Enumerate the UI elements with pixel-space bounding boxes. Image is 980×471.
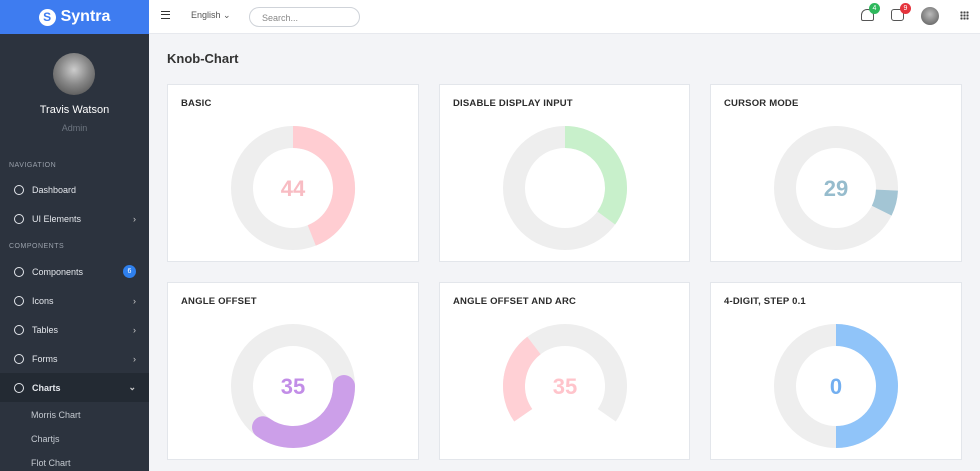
knob-arc bbox=[835, 324, 898, 448]
search-placeholder: Search... bbox=[262, 13, 299, 23]
profile-avatar[interactable] bbox=[921, 7, 939, 25]
nav-label: Icons bbox=[32, 295, 54, 306]
user-avatar[interactable] bbox=[53, 53, 95, 95]
messages-badge: 9 bbox=[900, 3, 911, 14]
nav-badge: 6 bbox=[123, 265, 136, 278]
knob-value: 0 bbox=[830, 374, 842, 399]
nav-label: Components bbox=[32, 266, 84, 277]
knob-card: ANGLE OFFSET 35 bbox=[167, 282, 419, 460]
messages-icon[interactable] bbox=[891, 9, 904, 21]
knob-track bbox=[774, 126, 898, 250]
knob-value: 35 bbox=[552, 374, 576, 399]
knob-value: 44 bbox=[281, 176, 306, 201]
notifications-badge: 4 bbox=[869, 3, 880, 14]
nav-item[interactable]: Forms › bbox=[0, 344, 149, 373]
knob-card: BASIC 44 bbox=[167, 84, 419, 262]
nav-item[interactable]: UI Elements › bbox=[0, 204, 149, 233]
knob-arc bbox=[871, 189, 898, 216]
knob-arc bbox=[563, 126, 627, 225]
knob-title: DISABLE DISPLAY INPUT bbox=[453, 98, 573, 109]
apps-icon[interactable] bbox=[960, 11, 969, 20]
nav-item[interactable]: Components 6 bbox=[0, 257, 149, 286]
language: English bbox=[191, 10, 221, 20]
nav-label: Tables bbox=[32, 324, 59, 335]
nav-label: Dashboard bbox=[32, 184, 77, 195]
knob-arc bbox=[292, 126, 355, 246]
notifications-icon[interactable] bbox=[861, 9, 874, 21]
submenu-item[interactable]: Flot Chart bbox=[31, 458, 71, 468]
knob: 35 bbox=[502, 324, 627, 422]
sidebar: S Syntra Travis Watson Admin NAVIGATION D… bbox=[0, 0, 149, 471]
knob-arc bbox=[502, 336, 541, 422]
knob: 29 bbox=[774, 126, 898, 250]
knob-title: CURSOR MODE bbox=[724, 98, 799, 109]
knob-card: CURSOR MODE 29 bbox=[710, 84, 962, 262]
logo[interactable]: S Syntra bbox=[0, 0, 149, 34]
knob: 0 bbox=[774, 324, 898, 448]
section-title: NAVIGATION bbox=[9, 162, 57, 169]
knob-arc bbox=[252, 375, 355, 448]
menu-toggle[interactable] bbox=[161, 11, 170, 19]
nav-label: Charts bbox=[32, 382, 61, 393]
knob: 35 bbox=[231, 324, 355, 448]
nav-item[interactable]: Tables › bbox=[0, 315, 149, 344]
search-input[interactable]: Search... bbox=[249, 7, 360, 27]
knob-card: ANGLE OFFSET AND ARC 35 bbox=[439, 282, 690, 460]
submenu-item[interactable]: Chartjs bbox=[31, 434, 60, 444]
nav-label: UI Elements bbox=[32, 213, 82, 224]
knob-card: 4-DIGIT, STEP 0.1 0 bbox=[710, 282, 962, 460]
knob bbox=[502, 126, 627, 250]
knob: 44 bbox=[231, 126, 355, 250]
submenu-item[interactable]: Morris Chart bbox=[31, 410, 81, 420]
page-title: Knob-Chart bbox=[167, 51, 239, 66]
nav-item[interactable]: Dashboard bbox=[0, 175, 149, 204]
knob-title: BASIC bbox=[181, 98, 212, 109]
nav-item[interactable]: Charts ⌄ bbox=[0, 373, 149, 402]
brand: Syntra bbox=[60, 8, 111, 25]
section-title: COMPONENTS bbox=[9, 243, 65, 250]
knob-grid: BASIC 44 DISABLE DISPLAY INPUT CURSOR MODE 2… bbox=[167, 84, 962, 460]
nav-label: Forms bbox=[32, 353, 58, 364]
knob-title: 4-DIGIT, STEP 0.1 bbox=[724, 296, 806, 307]
knob-title: ANGLE OFFSET AND ARC bbox=[453, 296, 577, 307]
knob-title: ANGLE OFFSET bbox=[181, 296, 257, 307]
knob-value: 29 bbox=[824, 176, 848, 201]
topbar: English ⌄ Search... 4 9 bbox=[149, 0, 980, 34]
nav-item[interactable]: Icons › bbox=[0, 286, 149, 315]
user-role: Admin bbox=[61, 123, 88, 133]
language-select[interactable]: English ⌄ bbox=[191, 10, 231, 20]
user-name: Travis Watson bbox=[39, 104, 110, 116]
knob-value: 35 bbox=[281, 374, 305, 399]
knob-card: DISABLE DISPLAY INPUT bbox=[439, 84, 690, 262]
